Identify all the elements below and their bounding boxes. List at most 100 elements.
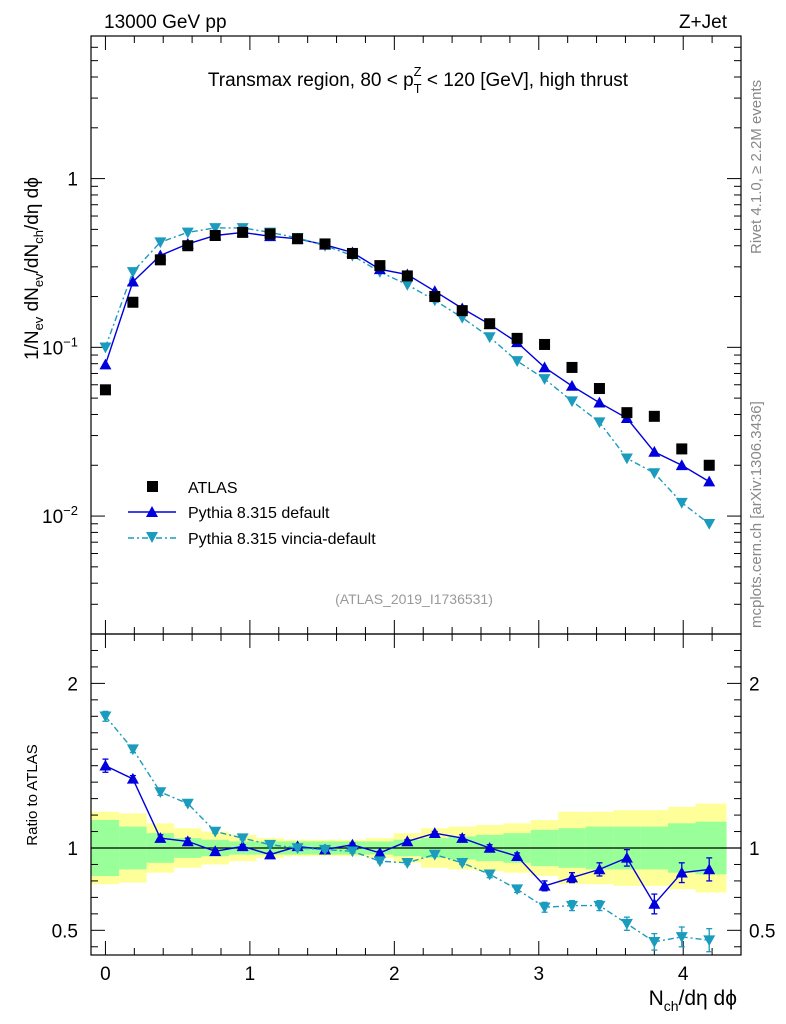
x-axis-label: Nch/dη dϕ [649,987,737,1014]
main-series [99,223,716,530]
main-y-tick-label: 10−1 [42,334,78,359]
legend-marker-atlas [147,481,158,492]
ratio-point-pythia_vincia [99,711,112,723]
ratio-point-pythia_vincia [154,787,167,799]
header-right: Z+Jet [679,12,728,33]
ratio-series [99,710,716,953]
main-point-atlas [182,240,194,252]
ratio-ticks: 0.5 0.5 1 1 2 2 0 1 2 3 4 [52,634,775,985]
ratio-point-pythia_vincia [703,935,716,947]
ratio-point-pythia_vincia [593,900,606,912]
x-tick-label: 0 [100,964,111,985]
legend-marker-pythia-default [146,506,158,517]
ratio-point-pythia_default [648,897,661,909]
main-point-pythia-vincia [538,374,551,385]
main-y-tick-label: 10−2 [42,503,78,528]
main-point-pythia-vincia [703,518,716,530]
ratio-point-pythia_default [126,772,139,784]
ratio-point-pythia_vincia [126,744,139,756]
main-point-pythia-vincia [209,223,222,234]
main-point-atlas [511,332,523,344]
main-point-pythia-default [538,361,551,373]
ratio-point-pythia_vincia [456,858,469,869]
ratio-point-pythia_vincia [236,833,249,845]
ratio-y-tick-label-left: 0.5 [52,921,78,942]
main-point-atlas [374,260,386,272]
ratio-point-pythia_vincia [291,843,304,854]
main-point-pythia-default [126,275,139,287]
legend: ATLAS Pythia 8.315 default Pythia 8.315 … [128,480,376,548]
ratio-point-pythia_vincia [373,856,386,868]
mcplots-text: mcplots.cern.ch [arXiv:1306.3436] [748,401,765,628]
ratio-point-pythia_default [675,866,688,878]
ratio-y-tick-label-right: 1 [749,839,760,860]
main-point-pythia-vincia [593,417,606,429]
ratio-point-pythia_default [456,832,469,843]
main-point-pythia-vincia [566,396,578,408]
ratio-frame [90,633,742,956]
ratio-point-pythia_default [511,850,524,862]
main-point-pythia-default [99,358,112,370]
ratio-y-axis-label: Ratio to ATLAS [24,744,41,845]
main-point-atlas [401,270,413,282]
ratio-point-pythia_default [401,835,414,847]
legend-label-atlas: ATLAS [188,480,238,497]
x-tick-label: 2 [389,964,400,985]
main-point-atlas [484,318,496,330]
ratio-point-pythia_default [236,840,249,852]
analysis-id: (ATLAS_2019_I1736531) [335,591,493,607]
main-point-pythia-vincia [511,356,524,367]
main-point-atlas [539,338,551,350]
main-point-pythia-vincia [620,453,633,465]
ratio-point-pythia_default [264,848,277,860]
main-point-pythia-default [675,459,688,471]
ratio-point-pythia_vincia [648,937,661,948]
main-point-atlas [566,361,578,373]
ratio-point-pythia_vincia [511,884,524,896]
main-point-atlas [237,226,249,238]
ratio-point-pythia_vincia [264,839,277,851]
legend-label-pythia-default: Pythia 8.315 default [188,505,330,522]
main-point-atlas [264,228,276,240]
ratio-point-pythia_default [566,871,578,883]
main-point-pythia-vincia [483,332,496,344]
main-point-pythia-vincia [648,468,661,479]
ratio-point-pythia_default [538,879,551,891]
ratio-point-pythia_default [373,846,386,858]
main-point-pythia-default [593,396,606,408]
x-tick-label: 4 [678,964,689,985]
main-point-pythia-default [648,445,661,457]
legend-label-pythia-vincia: Pythia 8.315 vincia-default [188,531,376,548]
ratio-point-pythia_vincia [675,932,688,943]
ratio-point-pythia_default [99,759,112,771]
ratio-point-pythia_vincia [319,844,331,856]
ratio-line-pythia_vincia [104,715,710,943]
ratio-y-tick-label-left: 2 [67,674,78,695]
ratio-point-pythia_vincia [483,869,496,881]
ratio-point-pythia_vincia [620,918,633,930]
main-point-atlas [648,410,660,422]
main-point-pythia-vincia [99,342,112,354]
main-point-atlas [621,407,633,419]
ratio-point-pythia_vincia [209,826,222,838]
ratio-point-pythia_default [428,827,441,838]
main-point-atlas [703,459,715,471]
main-point-atlas [99,384,111,396]
ratio-point-pythia_vincia [566,900,578,912]
main-point-atlas [676,443,688,455]
ratio-point-pythia_default [181,835,194,847]
ratio-point-pythia_default [620,851,633,863]
main-point-pythia-vincia [675,497,688,509]
main-point-pythia-default [566,379,578,391]
main-ticks: 10−2 10−1 1 [42,35,742,635]
x-tick-label: 1 [245,964,256,985]
main-title: Transmax region, 80 < pTZ < 120 [GeV], h… [208,64,629,96]
ratio-point-pythia_default [483,842,496,853]
main-y-axis-label: 1/Nev dNev/dNch/dη dϕ [22,177,46,360]
ratio-y-tick-label-left: 1 [67,839,78,860]
ratio-point-pythia_default [154,832,167,843]
ratio-point-pythia_vincia [401,858,414,869]
x-tick-label: 3 [533,964,544,985]
main-point-atlas [319,238,331,250]
ratio-point-pythia_vincia [538,902,551,914]
